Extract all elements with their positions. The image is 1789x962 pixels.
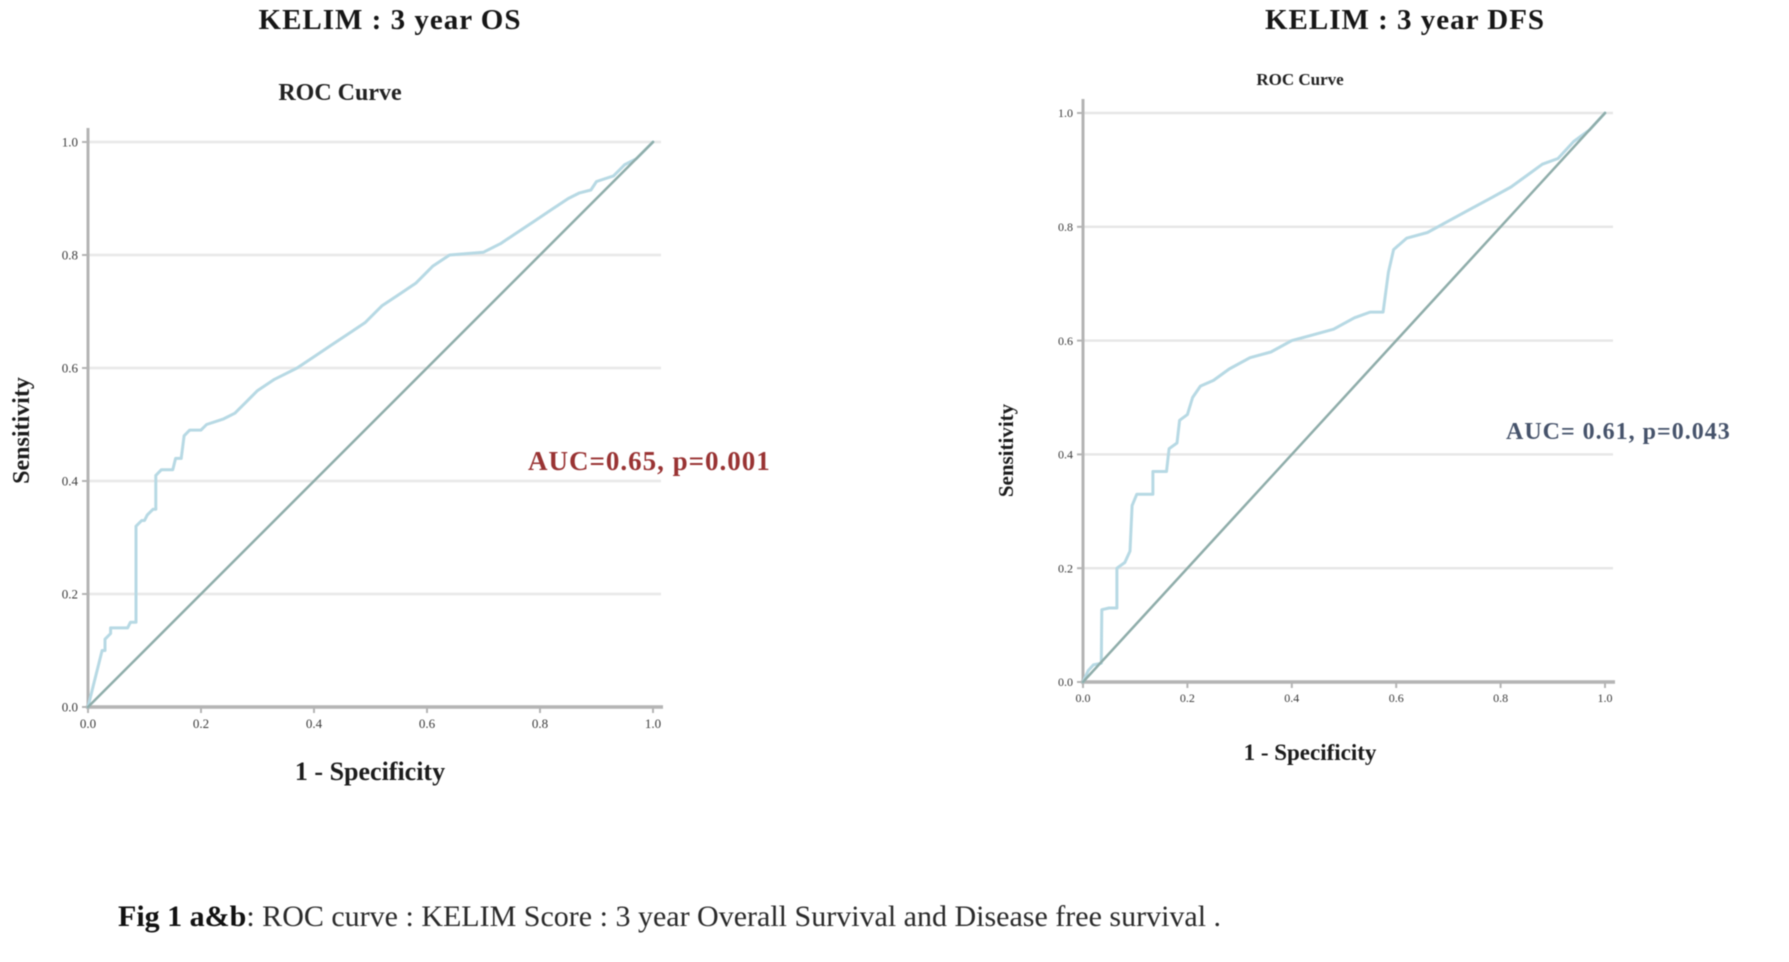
svg-text:0.6: 0.6: [419, 716, 436, 731]
svg-text:0.0: 0.0: [62, 700, 78, 715]
svg-text:1.0: 1.0: [1598, 691, 1613, 705]
chart-title-dfs: ROC Curve: [1256, 70, 1344, 89]
svg-text:0.2: 0.2: [62, 587, 78, 602]
x-axis-label-os: 1 - Specificity: [294, 757, 446, 786]
figure-caption: Fig 1 a&b: ROC curve : KELIM Score : 3 y…: [118, 900, 1221, 934]
svg-text:0.2: 0.2: [1058, 561, 1073, 575]
panel-title-dfs-text: KELIM : 3 year DFS: [1264, 4, 1546, 36]
svg-text:0.8: 0.8: [1058, 220, 1073, 234]
svg-text:0.0: 0.0: [1058, 675, 1073, 689]
roc-chart-dfs: 0.0 0.2 0.4 0.6 0.8 1.0 0.0 0.2 0.4 0.6 0.8 1.0: [1058, 99, 1615, 705]
panel-title-os-text: KELIM : 3 year OS: [258, 4, 522, 36]
panel-title-dfs: KELIM : 3 year DFS: [1140, 4, 1670, 37]
chart-title-os: ROC Curve: [278, 80, 402, 106]
svg-text:0.6: 0.6: [62, 361, 79, 376]
svg-text:0.0: 0.0: [1076, 691, 1091, 705]
svg-text:0.8: 0.8: [62, 248, 78, 263]
svg-text:0.8: 0.8: [1493, 691, 1508, 705]
auc-annotation-dfs: AUC= 0.61, p=0.043: [1506, 419, 1731, 445]
panel-title-os: KELIM : 3 year OS: [130, 4, 650, 37]
svg-text:0.2: 0.2: [1180, 691, 1195, 705]
svg-text:0.6: 0.6: [1058, 334, 1073, 348]
svg-text:1.0: 1.0: [645, 716, 661, 731]
svg-text:0.0: 0.0: [80, 716, 96, 731]
svg-text:0.2: 0.2: [193, 716, 209, 731]
svg-text:1.0: 1.0: [1058, 106, 1073, 120]
x-axis-label-dfs: 1 - Specificity: [1243, 740, 1377, 765]
svg-text:0.6: 0.6: [1389, 691, 1404, 705]
svg-text:0.4: 0.4: [1058, 448, 1073, 462]
roc-chart-os: 0.0 0.2 0.4 0.6 0.8 1.0 0.0 0.2 0.4 0.6 0.8 1.0: [62, 128, 663, 731]
svg-text:0.4: 0.4: [1284, 691, 1299, 705]
figure-caption-text: : ROC curve : KELIM Score : 3 year Overa…: [246, 900, 1222, 933]
svg-text:1.0: 1.0: [62, 135, 78, 150]
figure-caption-label: Fig 1 a&b: [118, 900, 247, 933]
svg-text:0.4: 0.4: [62, 474, 79, 489]
svg-text:0.4: 0.4: [306, 716, 323, 731]
svg-text:0.8: 0.8: [532, 716, 548, 731]
auc-annotation-os: AUC=0.65, p=0.001: [528, 446, 771, 476]
